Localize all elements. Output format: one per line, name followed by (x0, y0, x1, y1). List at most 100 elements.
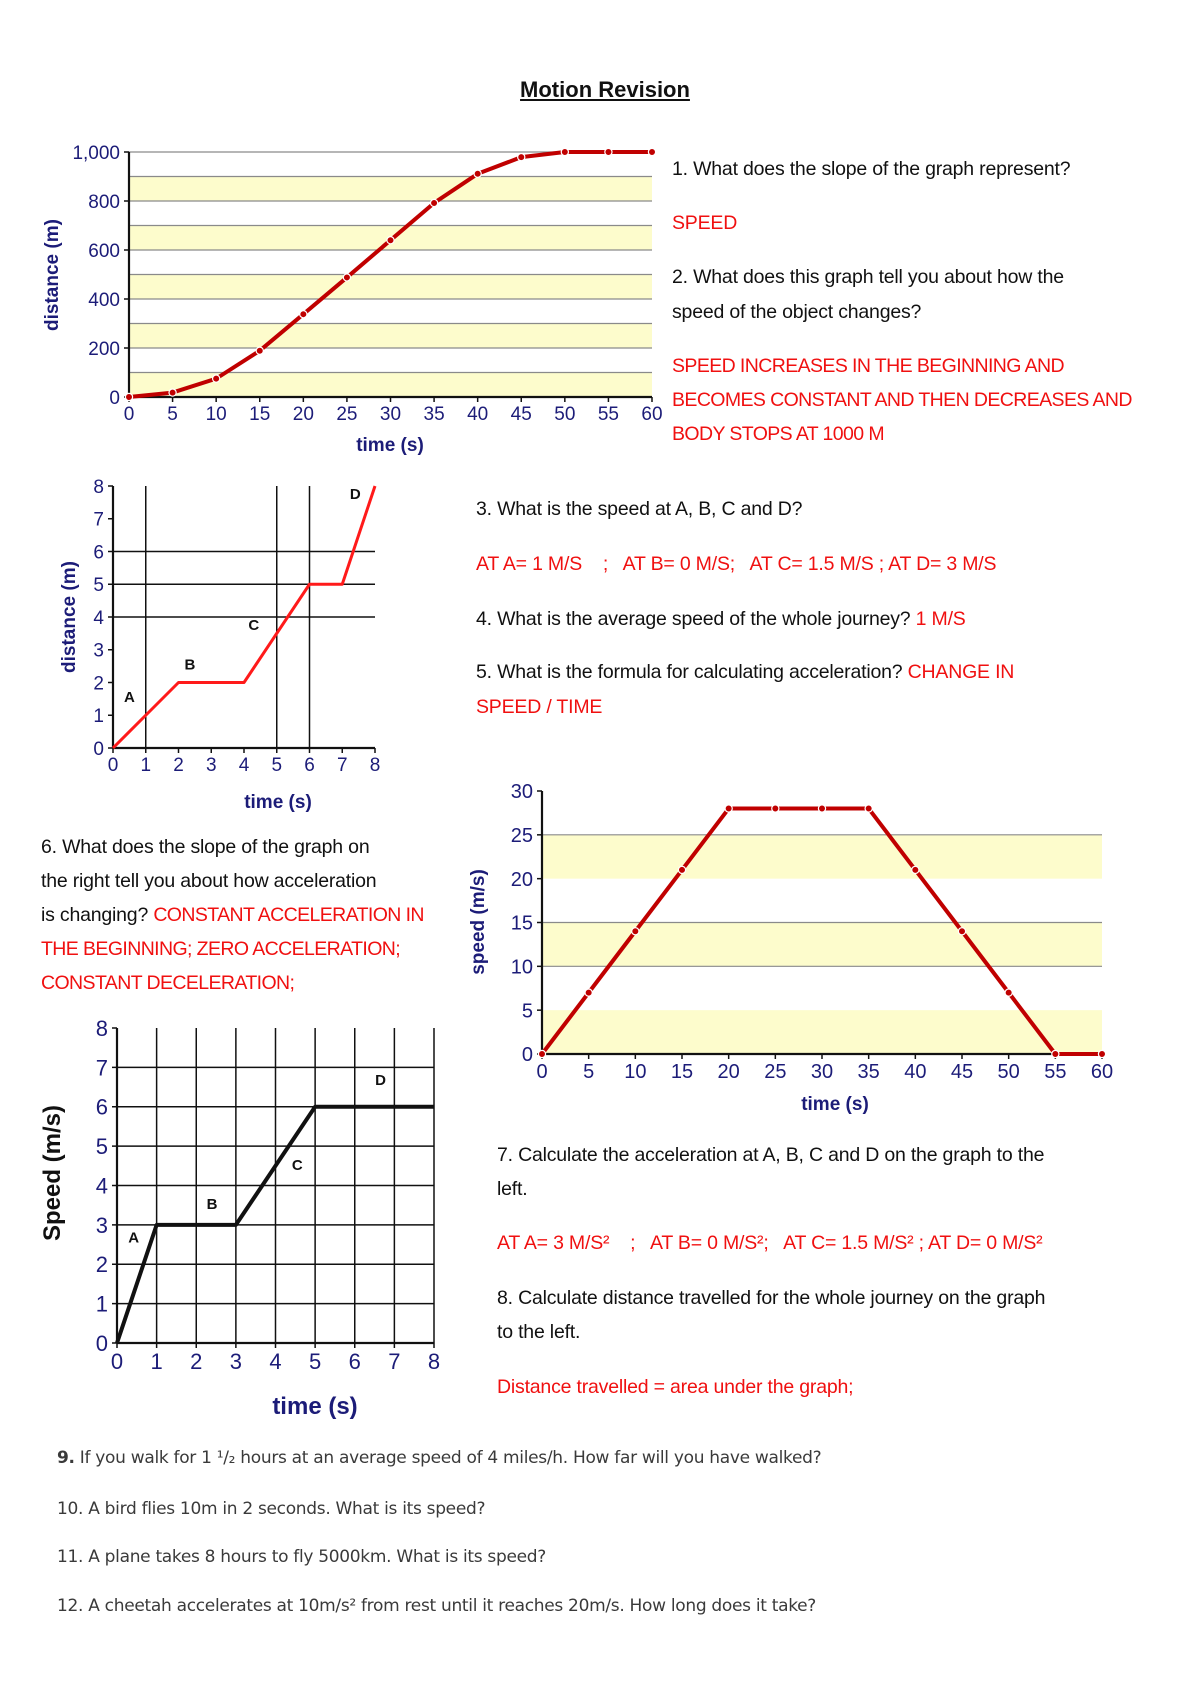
segment-label: D (350, 486, 361, 503)
y-tick-label: 3 (96, 1213, 108, 1238)
question-4: 4. What is the average speed of the whol… (476, 608, 966, 631)
x-axis-label: time (s) (801, 1094, 869, 1115)
data-point (864, 804, 873, 813)
data-point (957, 927, 967, 936)
question-6-line: 6. What does the slope of the graph on (41, 836, 370, 858)
question-6-text: is changing? (41, 904, 149, 926)
x-tick-label: 35 (424, 404, 445, 425)
x-tick-label: 5 (271, 755, 282, 776)
y-tick-label: 400 (88, 290, 120, 311)
chart-4: 0 1 2 3 4 5 6 7 8 0 1 2 3 4 5 6 7 8 time (s) Speed (m/s) A B C… (39, 1016, 440, 1420)
y-tick-label: 5 (93, 575, 104, 596)
data-point (1051, 1049, 1060, 1059)
answer-5-line: SPEED / TIME (476, 696, 603, 718)
y-tick-label: 25 (511, 825, 533, 847)
y-tick-label: 8 (93, 477, 104, 498)
x-tick-label: 15 (671, 1061, 693, 1083)
y-tick-label: 1 (96, 1292, 108, 1317)
data-point (647, 147, 657, 157)
y-tick-label: 1 (93, 706, 104, 727)
x-tick-label: 60 (1091, 1061, 1113, 1083)
answer-7: AT A= 3 M/S² ; AT B= 0 M/S²; AT C= 1.5 M… (497, 1232, 1043, 1254)
x-tick-label: 6 (349, 1349, 361, 1374)
chart-1: 0 5 10 15 20 25 30 35 40 45 50 55 6002004006008001,0… (42, 143, 663, 456)
x-tick-label: 25 (764, 1061, 786, 1083)
question-5: 5. What is the formula for calculating a… (476, 661, 1014, 684)
x-tick-label: 6 (304, 755, 315, 776)
question-12: 12. A cheetah accelerates at 10m/s² from… (57, 1596, 817, 1616)
segment-label: B (207, 1196, 218, 1213)
x-tick-label: 0 (536, 1061, 547, 1083)
data-point (677, 865, 687, 875)
data-point (537, 1049, 547, 1059)
x-tick-label: 30 (811, 1061, 833, 1083)
data-point (255, 346, 264, 355)
data-point (817, 804, 827, 813)
segment-label: A (128, 1230, 139, 1247)
x-tick-label: 55 (598, 404, 619, 425)
y-tick-label: 5 (522, 1000, 533, 1022)
question-5-text: 5. What is the formula for calculating a… (476, 661, 903, 683)
data-point (560, 147, 570, 157)
chart-band (542, 1010, 1102, 1054)
segment-label: D (375, 1072, 386, 1089)
x-tick-label: 8 (428, 1349, 440, 1374)
x-tick-label: 55 (1044, 1061, 1066, 1083)
question-4-text: 4. What is the average speed of the whol… (476, 608, 911, 630)
x-tick-label: 5 (583, 1061, 594, 1083)
data-series-line (111, 485, 377, 750)
x-tick-label: 40 (904, 1061, 926, 1083)
x-tick-label: 0 (124, 404, 135, 425)
question-1: 1. What does the slope of the graph repr… (672, 158, 1071, 180)
x-tick-label: 5 (309, 1349, 321, 1374)
data-point (1097, 1049, 1107, 1059)
x-tick-label: 2 (190, 1349, 202, 1374)
segment-label: B (185, 656, 196, 673)
x-tick-label: 45 (511, 404, 532, 425)
y-tick-label: 4 (93, 608, 104, 629)
answer-2-line: SPEED INCREASES IN THE BEGINNING AND (672, 355, 1065, 377)
answer-1: SPEED (672, 212, 738, 234)
chart-band (129, 176, 652, 201)
x-tick-label: 10 (624, 1061, 646, 1083)
data-series-line (115, 1104, 434, 1344)
y-axis-label: speed (m/s) (468, 869, 489, 975)
x-tick-label: 20 (293, 404, 314, 425)
x-tick-label: 45 (951, 1061, 973, 1083)
x-axis-label: time (s) (356, 435, 424, 456)
x-tick-label: 20 (718, 1061, 740, 1083)
y-tick-label: 7 (96, 1055, 108, 1080)
data-point (584, 988, 593, 997)
chart-band (129, 372, 652, 397)
chart-band (542, 834, 1102, 879)
x-tick-label: 25 (336, 404, 357, 425)
x-tick-label: 8 (370, 755, 381, 776)
y-tick-label: 4 (96, 1173, 108, 1198)
data-point (724, 804, 733, 813)
x-tick-label: 40 (467, 404, 488, 425)
x-tick-label: 3 (230, 1349, 242, 1374)
question-7-line: left. (497, 1178, 528, 1200)
chart-3: 0 5 10 15 20 25 30 35 40 45 50 55 60 0 5 10 15 20 25 30 time… (468, 781, 1113, 1115)
y-tick-label: 15 (511, 913, 533, 935)
y-tick-label: 600 (88, 241, 120, 262)
data-point (342, 273, 352, 282)
question-3: 3. What is the speed at A, B, C and D? (476, 498, 803, 520)
data-point (604, 147, 613, 157)
y-tick-label: 30 (511, 781, 533, 803)
y-tick-label: 0 (522, 1044, 533, 1066)
data-point (386, 235, 395, 245)
question-6-line: the right tell you about how acceleratio… (41, 870, 377, 892)
segment-label: C (292, 1157, 303, 1174)
y-tick-label: 0 (109, 388, 120, 409)
answer-4: 1 M/S (915, 608, 966, 630)
x-tick-label: 60 (641, 404, 662, 425)
question-2-line: speed of the object changes? (672, 301, 922, 323)
data-point (1004, 988, 1013, 997)
answer-6-line: CONSTANT DECELERATION; (41, 972, 295, 994)
x-tick-label: 7 (337, 755, 348, 776)
y-tick-label: 7 (93, 510, 104, 531)
x-axis-label: time (s) (244, 792, 312, 813)
y-tick-label: 1,000 (72, 143, 120, 164)
